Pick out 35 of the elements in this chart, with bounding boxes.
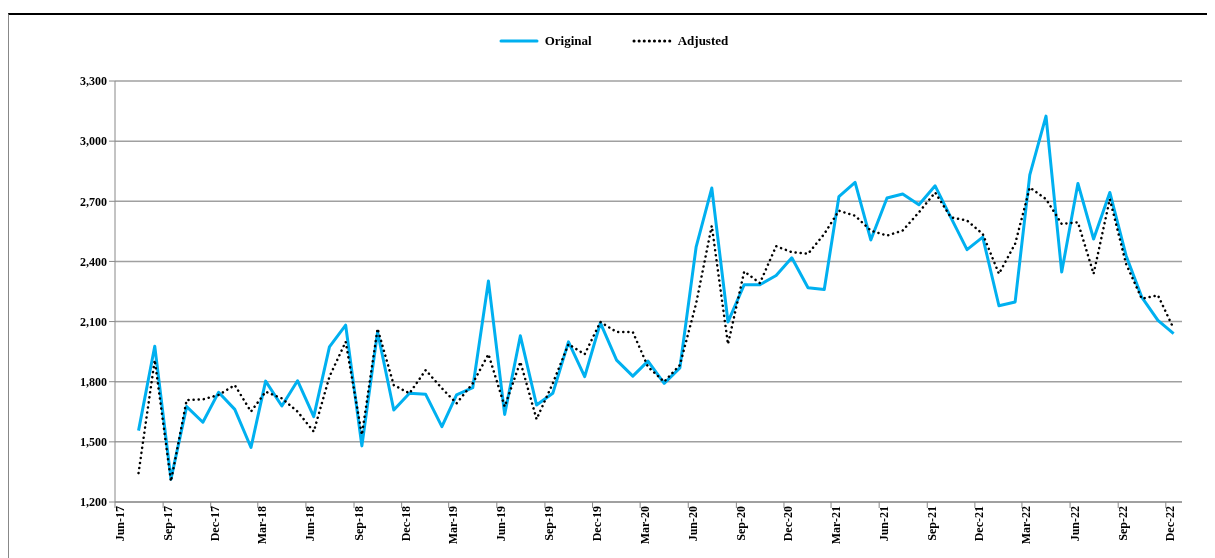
x-tick-label: Sep-20 (733, 506, 748, 541)
x-tick-label: Mar-19 (446, 506, 461, 545)
legend-label: Adjusted (677, 33, 729, 49)
y-tick-label: 3,300 (80, 74, 107, 89)
y-tick-label: 1,800 (80, 374, 107, 389)
x-tick-label: Dec-20 (781, 506, 796, 542)
x-tick-label: Dec-17 (208, 506, 223, 542)
x-tick-label: Dec-22 (1163, 506, 1178, 542)
x-tick-label: Jun-17 (112, 506, 127, 542)
y-tick-label: 1,500 (80, 435, 107, 450)
x-tick-label: Jun-20 (685, 506, 700, 542)
line-series (137, 114, 1176, 481)
x-tick-label: Sep-18 (351, 506, 366, 541)
x-tick-label: Jun-21 (876, 506, 891, 542)
x-tick-label: Jun-19 (494, 506, 509, 542)
y-tick-label: 2,400 (80, 254, 107, 269)
y-tick-label: 1,200 (80, 495, 107, 510)
x-tick-label: Sep-21 (924, 506, 939, 541)
x-tick-label: Mar-21 (828, 506, 843, 545)
x-tick-label: Dec-19 (590, 506, 605, 542)
y-tick-label: 2,700 (80, 194, 107, 209)
legend-label: Original (544, 33, 592, 49)
x-tick-label: Dec-18 (399, 506, 414, 542)
x-tick-label: Sep-22 (1115, 506, 1130, 541)
x-tick-label: Jun-18 (303, 506, 318, 542)
x-tick-label: Jun-22 (1067, 506, 1082, 542)
line-series (137, 186, 1175, 483)
x-tick-label: Sep-17 (160, 506, 175, 541)
x-tick-label: Dec-21 (972, 506, 987, 542)
y-tick-label: 3,000 (80, 134, 107, 149)
x-tick-label: Mar-18 (255, 506, 270, 545)
x-tick-label: Mar-22 (1019, 506, 1034, 545)
x-tick-label: Sep-19 (542, 506, 557, 541)
y-tick-label: 2,100 (80, 314, 107, 329)
x-tick-label: Mar-20 (637, 506, 652, 545)
